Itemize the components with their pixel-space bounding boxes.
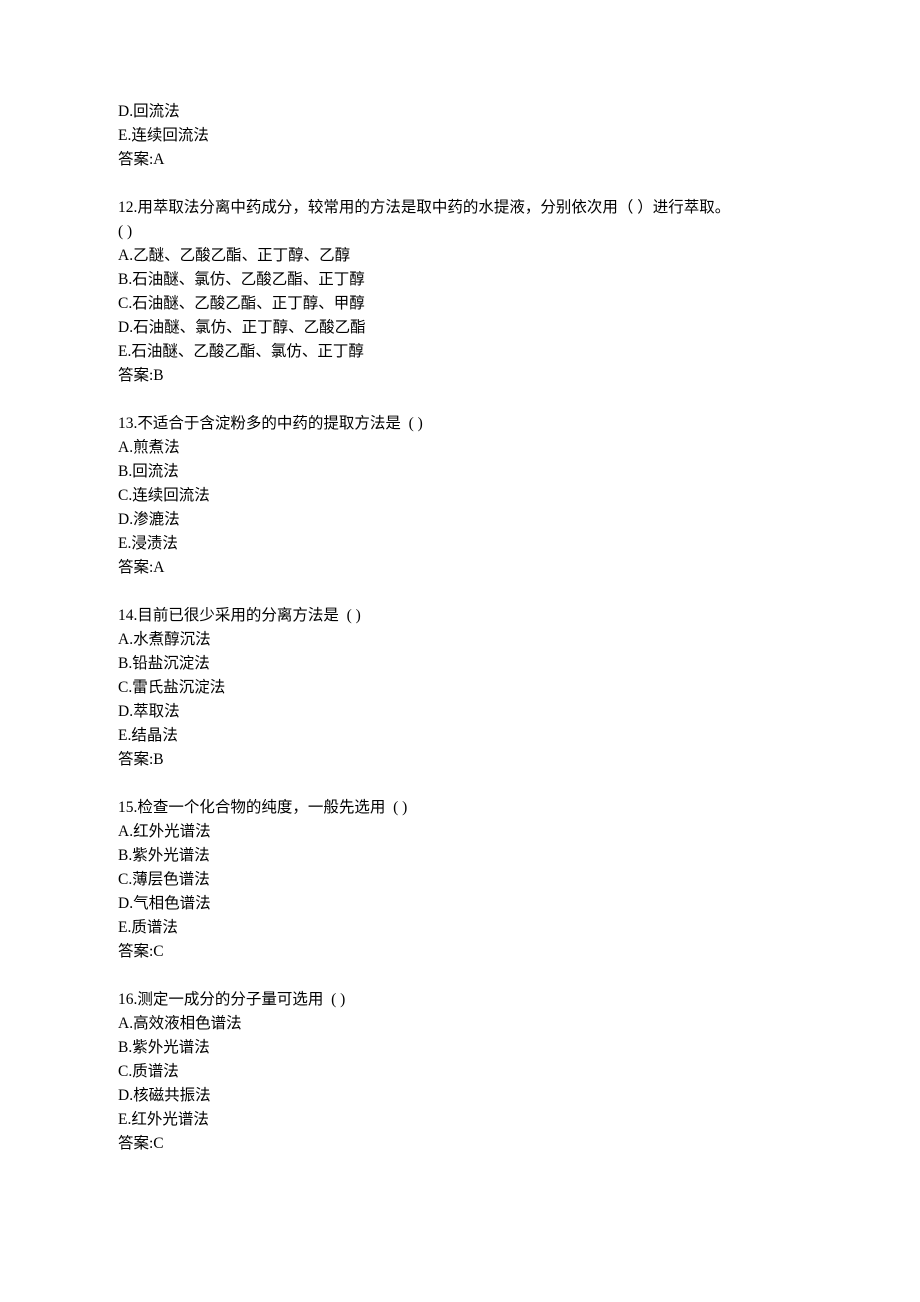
question-stem: 12.用萃取法分离中药成分，较常用的方法是取中药的水提液，分别依次用（ ）进行萃… xyxy=(118,196,802,220)
option-e: E.浸渍法 xyxy=(118,532,802,556)
question-stem: 14.目前已很少采用的分离方法是 ( ) xyxy=(118,604,802,628)
option-e: E.石油醚、乙酸乙酯、氯仿、正丁醇 xyxy=(118,340,802,364)
option-d: D.渗漉法 xyxy=(118,508,802,532)
option-b: B.紫外光谱法 xyxy=(118,844,802,868)
option-e: E.红外光谱法 xyxy=(118,1108,802,1132)
answer-line: 答案:C xyxy=(118,1132,802,1156)
question-stem: 16.测定一成分的分子量可选用 ( ) xyxy=(118,988,802,1012)
question-11-tail: D.回流法 E.连续回流法 答案:A xyxy=(118,100,802,172)
answer-line: 答案:A xyxy=(118,556,802,580)
answer-line: 答案:A xyxy=(118,148,802,172)
question-16: 16.测定一成分的分子量可选用 ( ) A.高效液相色谱法 B.紫外光谱法 C.… xyxy=(118,988,802,1156)
option-c: C.石油醚、乙酸乙酯、正丁醇、甲醇 xyxy=(118,292,802,316)
option-c: C.雷氏盐沉淀法 xyxy=(118,676,802,700)
option-c: C.薄层色谱法 xyxy=(118,868,802,892)
option-d: D.核磁共振法 xyxy=(118,1084,802,1108)
answer-line: 答案:C xyxy=(118,940,802,964)
question-stem: 15.检查一个化合物的纯度，一般先选用 ( ) xyxy=(118,796,802,820)
question-14: 14.目前已很少采用的分离方法是 ( ) A.水煮醇沉法 B.铅盐沉淀法 C.雷… xyxy=(118,604,802,772)
document-page: D.回流法 E.连续回流法 答案:A 12.用萃取法分离中药成分，较常用的方法是… xyxy=(0,0,920,1216)
option-e: E.结晶法 xyxy=(118,724,802,748)
option-c: C.连续回流法 xyxy=(118,484,802,508)
option-c: C.质谱法 xyxy=(118,1060,802,1084)
option-a: A.红外光谱法 xyxy=(118,820,802,844)
question-stem: 13.不适合于含淀粉多的中药的提取方法是 ( ) xyxy=(118,412,802,436)
option-d: D.萃取法 xyxy=(118,700,802,724)
option-d: D.气相色谱法 xyxy=(118,892,802,916)
question-15: 15.检查一个化合物的纯度，一般先选用 ( ) A.红外光谱法 B.紫外光谱法 … xyxy=(118,796,802,964)
option-e: E.质谱法 xyxy=(118,916,802,940)
option-b: B.铅盐沉淀法 xyxy=(118,652,802,676)
answer-line: 答案:B xyxy=(118,748,802,772)
option-b: B.石油醚、氯仿、乙酸乙酯、正丁醇 xyxy=(118,268,802,292)
question-13: 13.不适合于含淀粉多的中药的提取方法是 ( ) A.煎煮法 B.回流法 C.连… xyxy=(118,412,802,580)
option-d: D.回流法 xyxy=(118,100,802,124)
option-b: B.紫外光谱法 xyxy=(118,1036,802,1060)
option-e: E.连续回流法 xyxy=(118,124,802,148)
question-stem-cont: ( ) xyxy=(118,220,802,244)
question-12: 12.用萃取法分离中药成分，较常用的方法是取中药的水提液，分别依次用（ ）进行萃… xyxy=(118,196,802,388)
answer-line: 答案:B xyxy=(118,364,802,388)
option-d: D.石油醚、氯仿、正丁醇、乙酸乙酯 xyxy=(118,316,802,340)
option-b: B.回流法 xyxy=(118,460,802,484)
option-a: A.煎煮法 xyxy=(118,436,802,460)
option-a: A.高效液相色谱法 xyxy=(118,1012,802,1036)
option-a: A.乙醚、乙酸乙酯、正丁醇、乙醇 xyxy=(118,244,802,268)
option-a: A.水煮醇沉法 xyxy=(118,628,802,652)
